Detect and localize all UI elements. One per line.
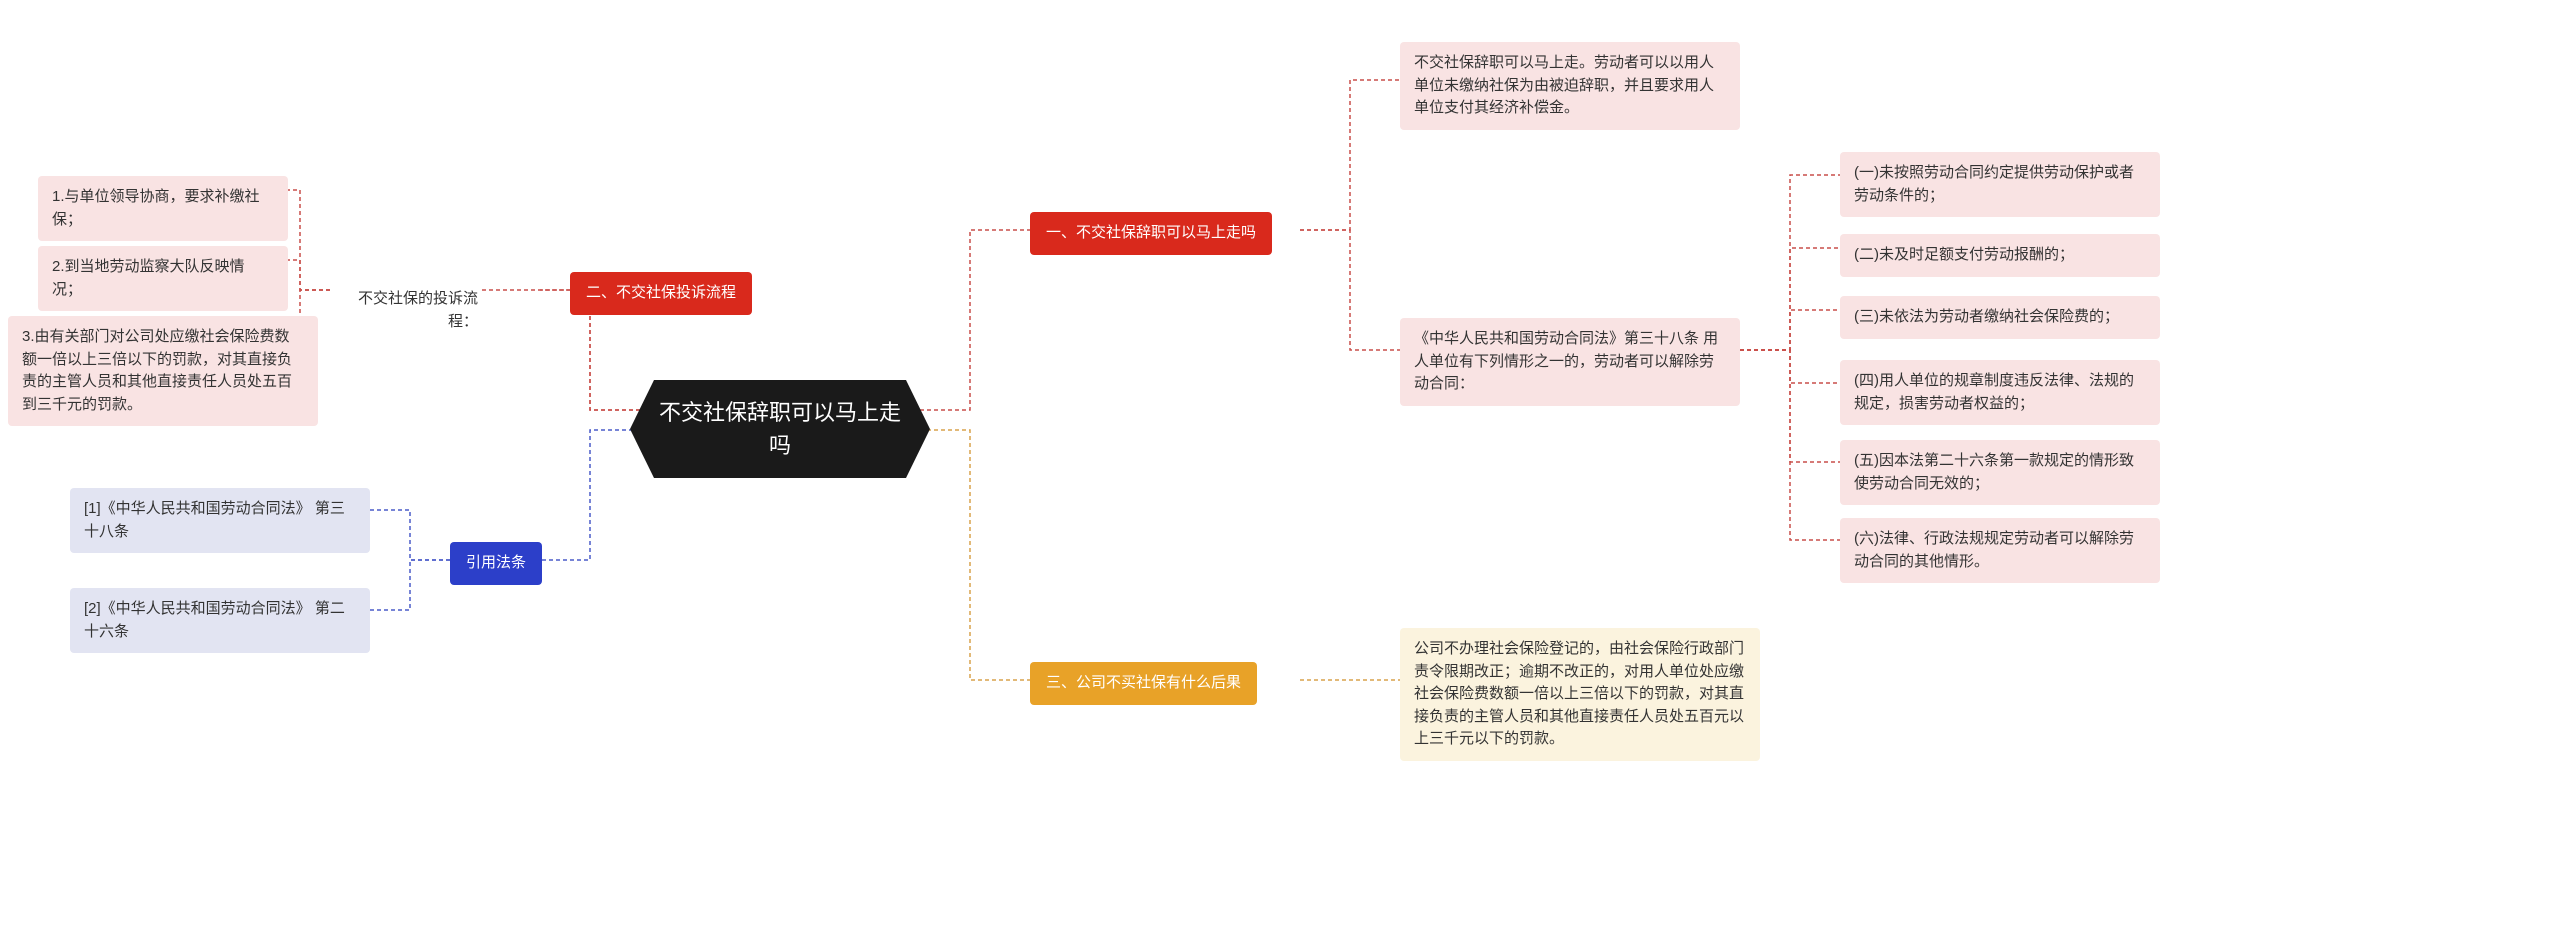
branch-1[interactable]: 一、不交社保辞职可以马上走吗 — [1030, 212, 1272, 255]
b1-i3-text: (三)未依法为劳动者缴纳社会保险费的； — [1854, 308, 2119, 325]
b1-i4-text: (四)用人单位的规章制度违反法律、法规的规定，损害劳动者权益的； — [1854, 372, 2134, 412]
b2-s1-text: 1.与单位领导协商，要求补缴社保； — [52, 188, 260, 228]
branch-1-child-1: 不交社保辞职可以马上走。劳动者可以以用人单位未缴纳社保为由被迫辞职，并且要求用人… — [1400, 42, 1740, 130]
b2-step-2: 2.到当地劳动监察大队反映情况； — [38, 246, 288, 311]
branch-3-label: 三、公司不买社保有什么后果 — [1046, 674, 1241, 691]
b2-s2-text: 2.到当地劳动监察大队反映情况； — [52, 258, 245, 298]
branch-3[interactable]: 三、公司不买社保有什么后果 — [1030, 662, 1257, 705]
b1-c1-text: 不交社保辞职可以马上走。劳动者可以以用人单位未缴纳社保为由被迫辞职，并且要求用人… — [1414, 54, 1714, 116]
b1-i1-text: (一)未按照劳动合同约定提供劳动保护或者劳动条件的； — [1854, 164, 2134, 204]
b2-step-3: 3.由有关部门对公司处应缴社会保险费数额一倍以上三倍以下的罚款，对其直接负责的主… — [8, 316, 318, 426]
b2-s3-text: 3.由有关部门对公司处应缴社会保险费数额一倍以上三倍以下的罚款，对其直接负责的主… — [22, 328, 292, 413]
b1-i5-text: (五)因本法第二十六条第一款规定的情形致使劳动合同无效的； — [1854, 452, 2134, 492]
root-title: 不交社保辞职可以马上走吗 — [659, 400, 901, 458]
branch-1-child-2: 《中华人民共和国劳动合同法》第三十八条 用人单位有下列情形之一的，劳动者可以解除… — [1400, 318, 1740, 406]
root-node[interactable]: 不交社保辞职可以马上走吗 — [630, 380, 930, 478]
branch-2[interactable]: 二、不交社保投诉流程 — [570, 272, 752, 315]
b1-item-6: (六)法律、行政法规规定劳动者可以解除劳动合同的其他情形。 — [1840, 518, 2160, 583]
b4-ref-2: [2]《中华人民共和国劳动合同法》 第二十六条 — [70, 588, 370, 653]
b1-item-1: (一)未按照劳动合同约定提供劳动保护或者劳动条件的； — [1840, 152, 2160, 217]
branch-4[interactable]: 引用法条 — [450, 542, 542, 585]
b1-c2-text: 《中华人民共和国劳动合同法》第三十八条 用人单位有下列情形之一的，劳动者可以解除… — [1414, 330, 1718, 392]
b1-i2-text: (二)未及时足额支付劳动报酬的； — [1854, 246, 2074, 263]
b4-ref-1: [1]《中华人民共和国劳动合同法》 第三十八条 — [70, 488, 370, 553]
b1-item-3: (三)未依法为劳动者缴纳社会保险费的； — [1840, 296, 2160, 339]
b2-step-1: 1.与单位领导协商，要求补缴社保； — [38, 176, 288, 241]
b2-childlabel-text: 不交社保的投诉流程： — [358, 290, 478, 330]
b4-r2-text: [2]《中华人民共和国劳动合同法》 第二十六条 — [84, 600, 345, 640]
branch-2-label: 二、不交社保投诉流程 — [586, 284, 736, 301]
branch-4-label: 引用法条 — [466, 554, 526, 571]
b4-r1-text: [1]《中华人民共和国劳动合同法》 第三十八条 — [84, 500, 345, 540]
branch-1-label: 一、不交社保辞职可以马上走吗 — [1046, 224, 1256, 241]
b3-child-text: 公司不办理社会保险登记的，由社会保险行政部门责令限期改正；逾期不改正的，对用人单… — [1414, 640, 1744, 747]
b1-item-2: (二)未及时足额支付劳动报酬的； — [1840, 234, 2160, 277]
b1-i6-text: (六)法律、行政法规规定劳动者可以解除劳动合同的其他情形。 — [1854, 530, 2134, 570]
b1-item-4: (四)用人单位的规章制度违反法律、法规的规定，损害劳动者权益的； — [1840, 360, 2160, 425]
b1-item-5: (五)因本法第二十六条第一款规定的情形致使劳动合同无效的； — [1840, 440, 2160, 505]
branch-2-child-label: 不交社保的投诉流程： — [332, 278, 492, 343]
connector-lines — [0, 0, 2560, 941]
branch-3-child: 公司不办理社会保险登记的，由社会保险行政部门责令限期改正；逾期不改正的，对用人单… — [1400, 628, 1760, 761]
